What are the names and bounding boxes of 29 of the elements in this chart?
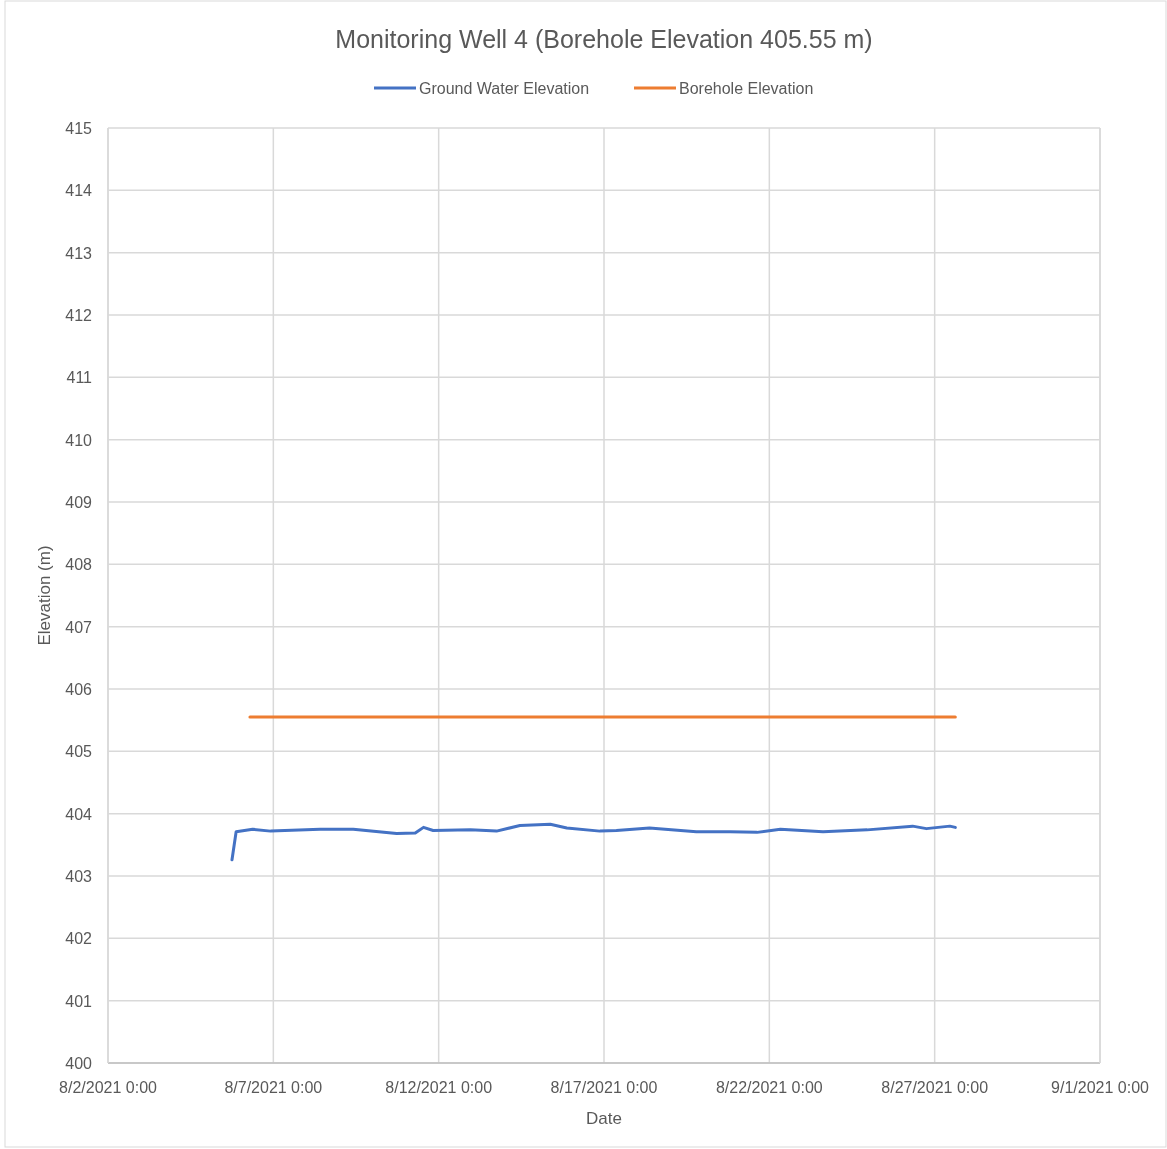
y-tick-label: 415: [65, 120, 93, 137]
y-tick-label: 411: [66, 369, 93, 387]
x-tick-label: 9/1/2021 0:00: [1051, 1079, 1150, 1096]
x-axis-title: Date: [586, 1109, 622, 1128]
y-tick-label: 413: [65, 244, 93, 262]
y-tick-label: 410: [65, 431, 93, 449]
x-tick-label: 8/7/2021 0:00: [224, 1079, 323, 1096]
y-tick-label: 402: [65, 930, 93, 948]
y-tick-label: 405: [65, 743, 93, 761]
y-tick-label: 401: [65, 992, 93, 1010]
y-tick-label: 412: [65, 307, 93, 324]
y-tick-label: 407: [65, 618, 93, 636]
y-tick-label: 408: [65, 556, 93, 574]
y-axis-title: Elevation (m): [35, 545, 54, 646]
legend-label: Ground Water Elevation: [419, 80, 590, 97]
chart-title: Monitoring Well 4 (Borehole Elevation 405.55 m): [335, 25, 873, 53]
x-tick-label: 8/17/2021 0:00: [550, 1079, 658, 1096]
y-tick-label: 404: [65, 805, 93, 823]
x-tick-label: 8/2/2021 0:00: [59, 1079, 158, 1096]
line-series: [230, 822, 957, 862]
legend-label: Borehole Elevation: [679, 80, 814, 97]
y-tick-label: 400: [65, 1055, 93, 1072]
y-tick-label: 414: [65, 182, 93, 200]
y-tick-label: 406: [65, 681, 93, 698]
x-tick-label: 8/12/2021 0:00: [385, 1079, 493, 1096]
y-tick-label: 409: [65, 494, 93, 511]
x-tick-label: 8/27/2021 0:00: [881, 1079, 989, 1096]
x-tick-label: 8/22/2021 0:00: [715, 1079, 823, 1096]
y-tick-label: 403: [65, 868, 93, 885]
